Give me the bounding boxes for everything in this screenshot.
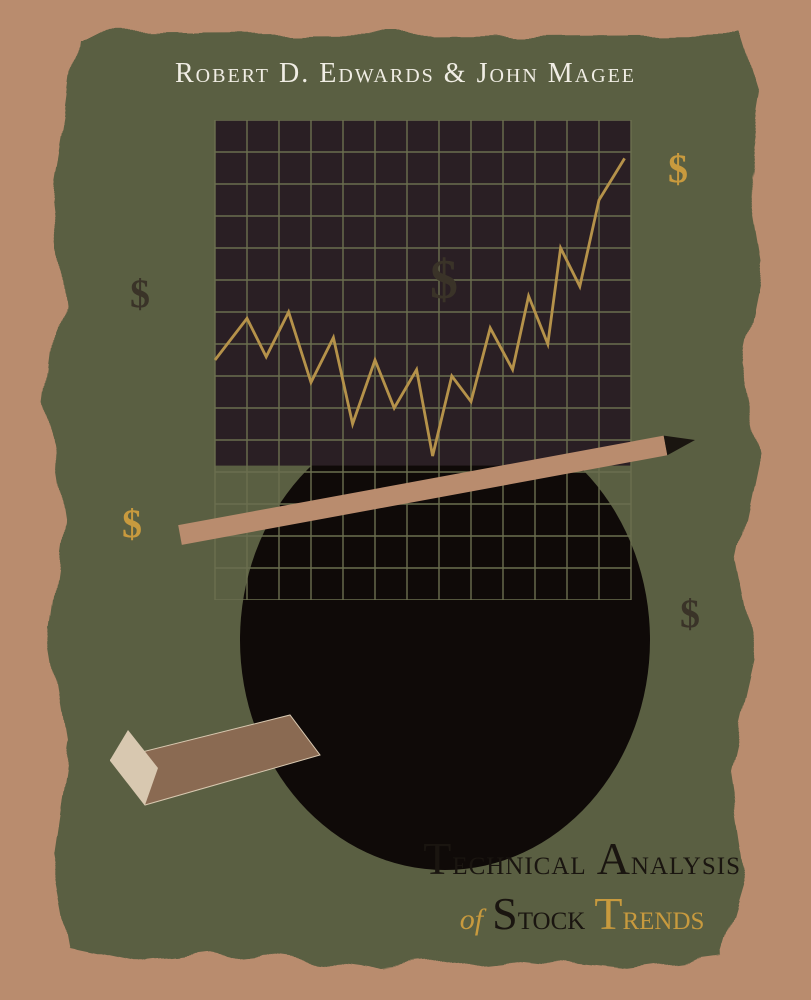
authors-text: Robert D. Edwards & John Magee [0,58,811,90]
title-line-2: of Stock Trends [423,887,741,940]
title-line-1: Technical Analysis [423,832,741,885]
book-title: Technical Analysis of Stock Trends [423,832,741,940]
folded-book [110,700,350,830]
